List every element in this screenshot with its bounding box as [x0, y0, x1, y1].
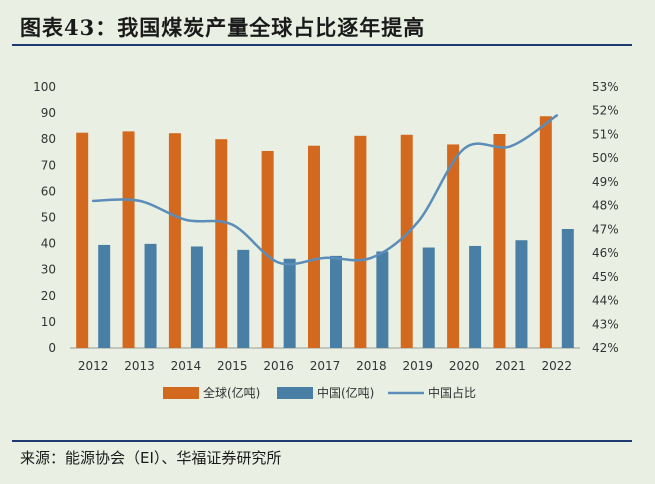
bar-china: [237, 249, 250, 348]
bar-china: [376, 251, 389, 348]
y-left-tick-label: 30: [41, 263, 56, 277]
bar-china: [144, 243, 157, 348]
bar-global: [261, 150, 274, 348]
y-right-tick-label: 45%: [592, 270, 619, 284]
y-right-tick-label: 46%: [592, 246, 619, 260]
title-bar: 图表43：我国煤炭产量全球占比逐年提高: [12, 8, 632, 44]
x-tick-label: 2022: [542, 359, 573, 373]
bar-china: [515, 240, 528, 348]
y-left-tick-label: 10: [41, 315, 56, 329]
y-left-tick-label: 70: [41, 158, 56, 172]
y-left-tick-label: 20: [41, 289, 56, 303]
legend-item-global-label: 全球(亿吨): [203, 385, 260, 400]
bar-global: [168, 133, 181, 348]
bar-global: [400, 134, 413, 348]
x-tick-label: 2017: [310, 359, 341, 373]
bars-group: [76, 116, 574, 349]
y-right-tick-label: 42%: [592, 341, 619, 355]
chart-svg: 0 10 20 30 40 50 60 70 80 90 100 42% 43% 44% 45% 46% 47%…: [33, 80, 619, 400]
bar-global: [308, 145, 320, 348]
x-tick-label: 2020: [449, 359, 480, 373]
source-note: 来源：能源协会（EI）、华福证券研究所: [20, 449, 282, 467]
title-divider: [12, 44, 632, 46]
y-right-tick-label: 52%: [592, 104, 619, 118]
bar-global: [447, 144, 460, 348]
footer-divider: [12, 440, 632, 442]
legend-item-china-share-label: 中国占比: [428, 385, 476, 400]
bar-china: [422, 247, 435, 348]
x-tick-label: 2019: [402, 359, 433, 373]
y-right-tick-label: 44%: [592, 294, 619, 308]
y-right-tick-label: 48%: [592, 199, 619, 213]
y-right-tick-label: 47%: [592, 222, 619, 236]
y-left-tick-label: 60: [41, 184, 56, 198]
bar-china: [330, 255, 342, 348]
bar-global: [539, 116, 552, 349]
y-right-tick-label: 50%: [592, 151, 619, 165]
bar-china: [561, 228, 574, 348]
y-left-tick-label: 100: [33, 80, 56, 94]
bar-global: [122, 131, 135, 348]
x-tick-label: 2012: [78, 359, 109, 373]
axes-group: 0 10 20 30 40 50 60 70 80 90 100 42% 43% 44% 45% 46% 47%…: [33, 80, 619, 373]
y-left-tick-label: 0: [48, 341, 56, 355]
bar-global: [215, 139, 228, 348]
bar-global: [493, 133, 506, 348]
x-tick-label: 2014: [171, 359, 202, 373]
y-left-tick-label: 80: [41, 132, 56, 146]
line-group: [91, 114, 559, 266]
bar-china: [469, 245, 482, 348]
y-left-tick-label: 90: [41, 106, 56, 120]
x-tick-label: 2015: [217, 359, 248, 373]
x-tick-label: 2018: [356, 359, 387, 373]
page-title: 图表43：我国煤炭产量全球占比逐年提高: [20, 15, 426, 40]
y-left-tick-label: 40: [41, 237, 56, 251]
bar-global: [354, 135, 367, 348]
line-china-share: [91, 114, 559, 266]
y-right-tick-label: 51%: [592, 127, 619, 141]
y-left-tick-label: 50: [41, 211, 56, 225]
bar-china: [190, 246, 203, 348]
y-right-tick-label: 43%: [592, 317, 619, 331]
legend: 全球(亿吨) 中国(亿吨) 中国占比: [163, 385, 476, 400]
x-tick-label: 2021: [495, 359, 526, 373]
legend-item-global-swatch: [163, 387, 199, 399]
bar-global: [76, 132, 89, 348]
bar-china: [98, 244, 111, 348]
legend-item-china-label: 中国(亿吨): [317, 385, 374, 400]
legend-item-china-swatch: [277, 387, 313, 399]
x-tick-label: 2016: [263, 359, 294, 373]
x-tick-label: 2013: [124, 359, 155, 373]
y-right-tick-label: 49%: [592, 175, 619, 189]
bar-china: [283, 258, 296, 348]
y-right-tick-label: 53%: [592, 80, 619, 94]
